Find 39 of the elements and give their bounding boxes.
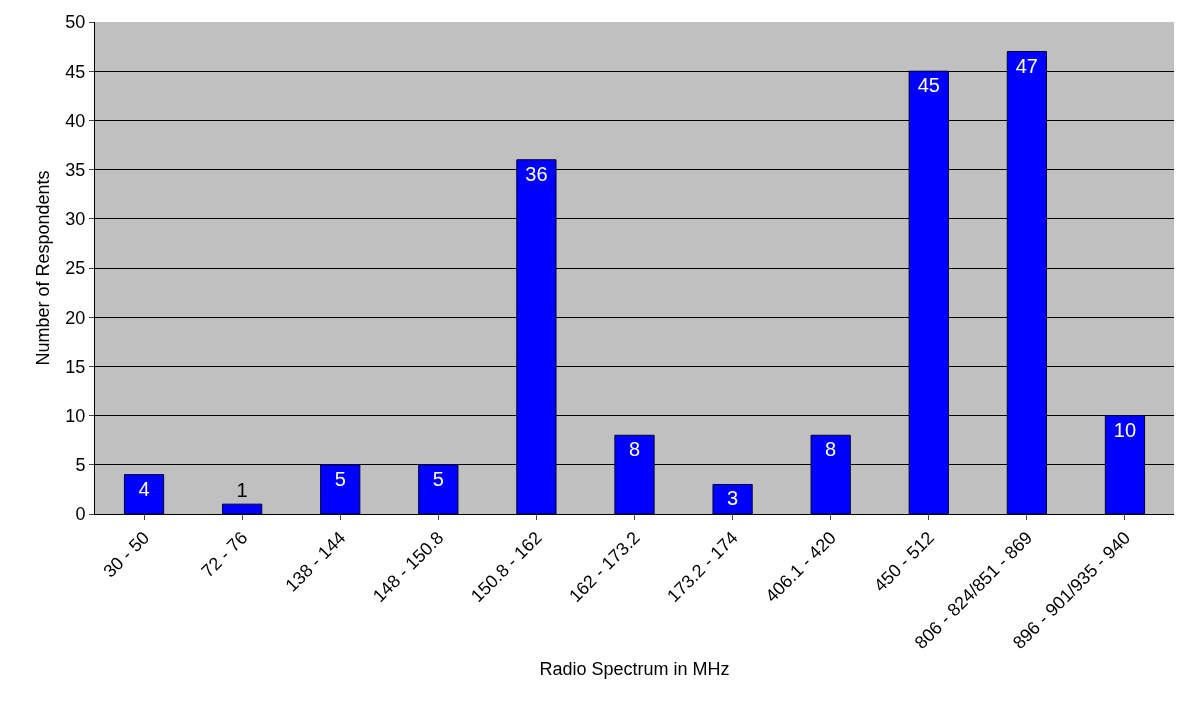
x-tick-label: 30 - 50 (99, 527, 154, 582)
y-tick-label: 30 (65, 209, 86, 230)
data-label: 47 (1015, 54, 1038, 77)
y-tick-label: 15 (65, 356, 86, 377)
data-label: 8 (825, 438, 837, 461)
y-tick-label: 35 (65, 159, 86, 180)
y-tick-label: 20 (65, 307, 86, 328)
x-tick-label: 138 - 144 (281, 527, 350, 596)
bar (320, 464, 361, 514)
bar (1104, 415, 1146, 514)
y-tick-label: 5 (75, 455, 86, 476)
data-label: 5 (334, 467, 346, 490)
data-label: 10 (1113, 418, 1137, 441)
y-tick-label: 0 (75, 504, 86, 525)
data-label: 1 (236, 479, 248, 502)
data-label: 36 (525, 162, 548, 185)
y-tick-label: 10 (65, 405, 86, 426)
data-label: 45 (917, 74, 940, 97)
bar (222, 503, 263, 514)
y-tick-label: 50 (65, 12, 86, 33)
bar (908, 70, 949, 514)
x-axis-title: Radio Spectrum in MHz (539, 659, 730, 679)
bar (712, 483, 753, 514)
data-label: 8 (628, 438, 641, 461)
bar (418, 464, 459, 514)
bar (810, 434, 851, 514)
y-tick-label: 25 (65, 258, 86, 279)
bar (614, 434, 655, 514)
bar (516, 159, 557, 514)
data-label: 4 (138, 477, 150, 500)
bar (1006, 51, 1047, 514)
x-tick-label: 450 - 512 (870, 527, 938, 596)
bar (123, 474, 165, 514)
y-tick-label: 40 (65, 110, 86, 131)
data-label: 5 (432, 467, 444, 490)
y-axis-title: Number of Respondents (33, 170, 53, 366)
x-tick-label: 72 - 76 (197, 527, 252, 582)
y-tick-label: 45 (65, 61, 86, 82)
data-label: 3 (727, 487, 739, 510)
